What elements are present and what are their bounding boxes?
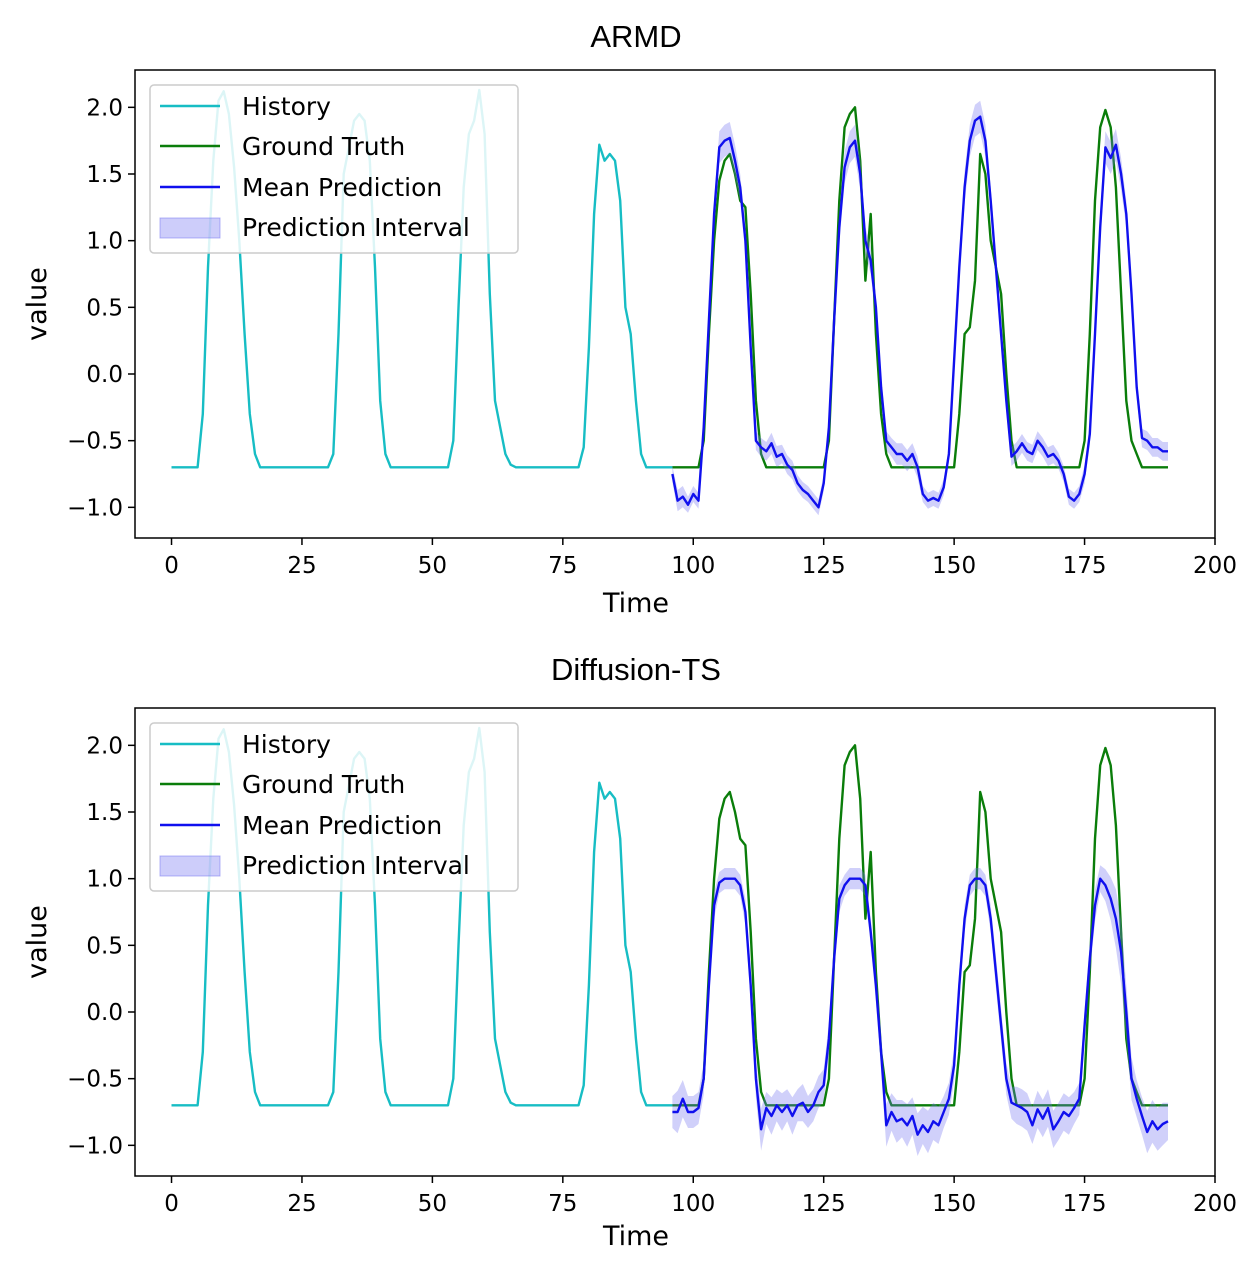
x-axis-label: Time [602,1221,669,1252]
y-tick-label: −0.5 [67,1067,123,1093]
y-tick-label: 0.5 [86,295,123,321]
x-tick-label: 100 [671,1191,715,1217]
x-tick-label: 125 [802,553,846,579]
series-layer [171,726,1169,1156]
legend-ground-truth-label: Ground Truth [242,770,405,799]
chart-diffusion-ts: Diffusion-TS 0 25 50 75 100 125 150 175 200 −1.0… [22,652,1237,1252]
y-axis-label: value [22,905,53,979]
legend-ground-truth-label: Ground Truth [242,132,405,161]
legend-history-label: History [242,730,331,759]
y-tick-label: 2.0 [86,733,123,759]
series-line-ground-truth [672,744,1168,1107]
chart-armd: ARMD 0 25 50 75 100 125 150 175 200 −1.0 −0.5 0.0 0… [22,19,1237,619]
chart-title: Diffusion-TS [551,652,721,687]
x-axis-label: Time [602,588,669,619]
x-tick-label: 175 [1063,553,1107,579]
series-line-mean-prediction [672,877,1169,1136]
x-tick-label: 150 [932,553,976,579]
legend-mean-prediction-label: Mean Prediction [242,173,442,202]
x-tick-label: 50 [418,1191,447,1217]
y-tick-label: −1.0 [67,495,123,521]
x-tick-label: 75 [548,553,577,579]
y-tick-label: −1.0 [67,1133,123,1159]
x-tick-label: 25 [287,553,316,579]
y-tick-label: 1.5 [86,162,123,188]
x-ticks: 0 25 50 75 100 125 150 175 200 [164,1176,1237,1217]
y-tick-label: 0.0 [86,1000,123,1026]
x-tick-label: 200 [1193,1191,1237,1217]
x-ticks: 0 25 50 75 100 125 150 175 200 [164,538,1237,579]
x-tick-label: 125 [802,1191,846,1217]
y-tick-label: 0.0 [86,362,123,388]
y-tick-label: 1.5 [86,800,123,826]
legend-frame [149,84,519,254]
y-axis-label: value [22,267,53,341]
x-tick-label: 0 [164,1191,179,1217]
legend-mean-prediction-label: Mean Prediction [242,811,442,840]
x-tick-label: 0 [164,553,179,579]
legend-interval-label: Prediction Interval [242,213,470,242]
y-tick-label: 2.0 [86,95,123,121]
y-tick-label: 1.0 [86,867,123,893]
series-layer [171,88,1168,516]
series-line-mean-prediction [671,115,1168,509]
x-tick-label: 200 [1193,553,1237,579]
legend-history-label: History [242,92,331,121]
y-ticks: −1.0 −0.5 0.0 0.5 1.0 1.5 2.0 [67,733,135,1159]
chart-title: ARMD [590,19,681,54]
x-tick-label: 25 [287,1191,316,1217]
x-tick-label: 100 [671,553,715,579]
y-ticks: −1.0 −0.5 0.0 0.5 1.0 1.5 2.0 [67,95,135,521]
x-tick-label: 150 [932,1191,976,1217]
y-tick-label: −0.5 [67,429,123,455]
legend-interval-label: Prediction Interval [242,851,470,880]
legend-interval-swatch [159,855,221,877]
y-tick-label: 0.5 [86,933,123,959]
y-tick-label: 1.0 [86,229,123,255]
x-tick-label: 175 [1063,1191,1107,1217]
legend: History Ground Truth Mean Prediction Pre… [149,722,519,892]
legend-interval-swatch [159,217,221,239]
legend-frame [149,722,519,892]
legend: History Ground Truth Mean Prediction Pre… [149,84,519,254]
series-line-history [171,88,673,469]
x-tick-label: 50 [418,553,447,579]
x-tick-label: 75 [548,1191,577,1217]
series-line-history [171,726,673,1107]
